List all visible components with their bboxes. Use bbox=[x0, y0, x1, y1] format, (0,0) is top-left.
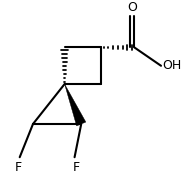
Text: OH: OH bbox=[162, 59, 181, 72]
Text: O: O bbox=[127, 1, 137, 14]
Text: F: F bbox=[15, 161, 22, 174]
Text: F: F bbox=[73, 161, 80, 174]
Polygon shape bbox=[65, 84, 86, 126]
